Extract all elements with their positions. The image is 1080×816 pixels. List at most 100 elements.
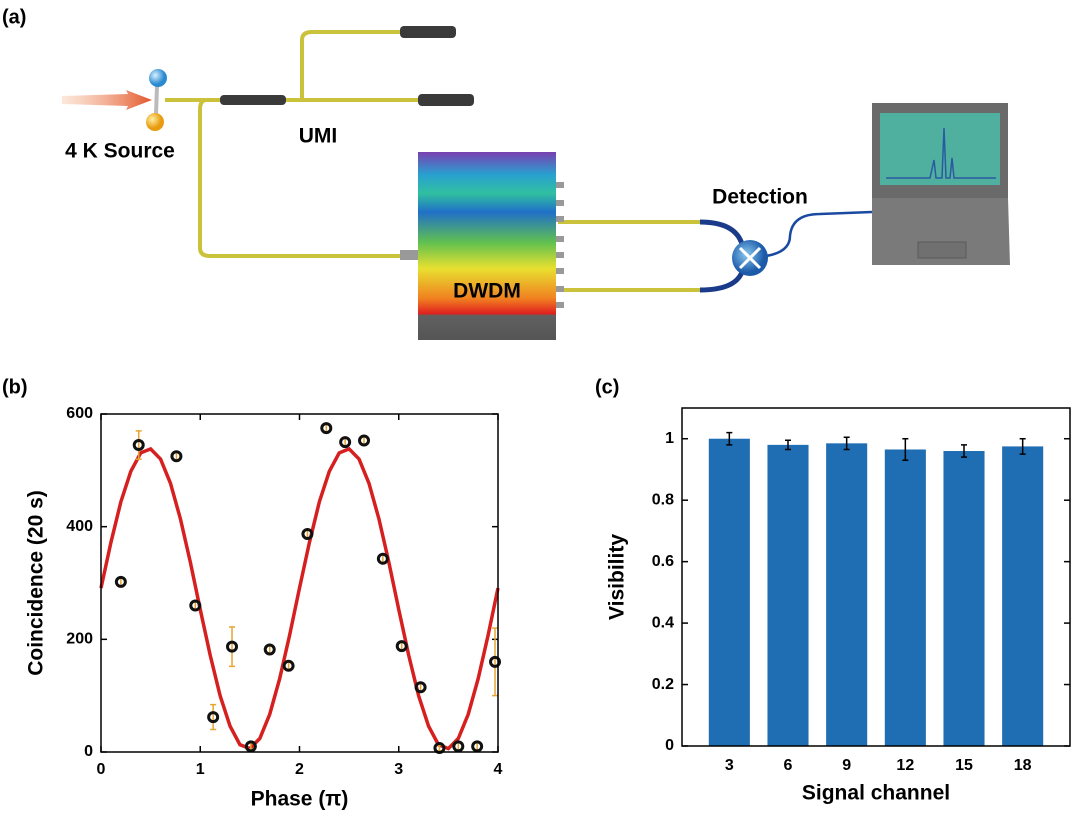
diagram-label: DWDM (453, 280, 521, 303)
port (556, 182, 564, 188)
data-point (358, 434, 371, 447)
y-axis-label: Visibility (606, 534, 629, 620)
x-tick-label: 2 (295, 761, 304, 778)
data-point (207, 711, 220, 724)
error-bar (210, 703, 217, 731)
error-bar (785, 439, 791, 451)
bar (1002, 446, 1044, 746)
x-axis-label: Signal channel (802, 782, 950, 805)
x-tick-label: 1 (196, 761, 205, 778)
error-bar (726, 431, 733, 446)
plot-frame (681, 407, 1071, 747)
x-tick-label: 0 (97, 761, 106, 778)
bar (884, 449, 926, 746)
port (556, 268, 564, 274)
y-tick-label: 0.6 (652, 553, 674, 570)
port (556, 252, 564, 258)
data-point (339, 436, 352, 449)
y-tick-label: 200 (66, 631, 93, 648)
diagram-label: 4 K Source (65, 140, 175, 163)
detector-cross (738, 246, 762, 270)
fibers (165, 30, 705, 292)
port (556, 286, 564, 292)
y-axis-label: Coincidence (20 s) (25, 490, 48, 676)
cable (765, 210, 873, 258)
data-point (244, 740, 257, 753)
fiber (300, 30, 402, 100)
bar (708, 438, 750, 746)
error-bar (492, 627, 499, 697)
y-tick-label: 0 (84, 743, 93, 760)
data-point (376, 552, 389, 565)
dwdm-ports (400, 182, 564, 308)
touchpad (917, 241, 967, 259)
error-bar (902, 437, 909, 461)
photon (149, 69, 167, 87)
x-axis-label: Phase (π) (251, 788, 349, 811)
data-point (282, 659, 295, 672)
data-point (170, 450, 183, 463)
x-tick-label: 9 (842, 757, 851, 774)
bar (767, 444, 809, 746)
x-tick-label: 15 (955, 757, 973, 774)
connector (418, 94, 474, 106)
laptop-display (880, 113, 1000, 185)
y-tick-label: 0 (665, 737, 674, 754)
y-tick-label: 0.2 (652, 676, 674, 693)
error-bar (135, 430, 142, 460)
y-tick-label: 1 (665, 430, 674, 447)
coupler (220, 95, 286, 105)
photon (146, 113, 164, 131)
x-tick-label: 18 (1014, 757, 1032, 774)
data-point (489, 655, 502, 668)
x-tick-label: 4 (494, 761, 503, 778)
pair-link (154, 85, 159, 115)
bar (943, 451, 985, 746)
port (556, 200, 564, 206)
bar (826, 443, 868, 746)
port (556, 236, 564, 242)
error-bar (843, 436, 850, 451)
diagram-label: UMI (299, 125, 338, 148)
y-tick-label: 600 (66, 405, 93, 422)
data-point (226, 640, 239, 653)
data-point (263, 643, 276, 656)
error-bar (961, 444, 967, 458)
setup-diagram: 4 K Source UMI DWDM Detection (62, 26, 1010, 340)
error-bar (1019, 437, 1026, 455)
panel-label: (b) (2, 376, 28, 398)
port (556, 216, 564, 222)
panel-label: (c) (595, 376, 619, 398)
data-point (132, 438, 145, 451)
data-point (471, 740, 484, 753)
data-point (414, 681, 427, 694)
data-point (395, 640, 408, 653)
y-tick-label: 0.8 (652, 491, 674, 508)
y-tick-label: 400 (66, 518, 93, 535)
laptop-base (872, 198, 1010, 265)
fiber (198, 98, 400, 258)
data-point (114, 575, 127, 588)
pump-beam (62, 90, 152, 110)
diagram-label: Detection (712, 186, 808, 209)
data-point (301, 527, 314, 540)
data-point (320, 422, 333, 435)
x-tick-label: 6 (784, 757, 793, 774)
x-tick-label: 3 (725, 757, 734, 774)
error-bar (229, 626, 236, 668)
plot-frame (100, 413, 499, 753)
data-point (189, 599, 202, 612)
x-tick-label: 12 (896, 757, 914, 774)
port (556, 302, 564, 308)
y-tick-label: 0.4 (652, 614, 674, 631)
data-point (452, 740, 465, 753)
detector-fiber (699, 219, 745, 293)
spectrum (886, 127, 996, 179)
dwdm-box (418, 152, 556, 340)
fit-curve (99, 446, 500, 751)
connector (400, 26, 456, 38)
panel-label: (a) (2, 6, 26, 28)
port (400, 250, 418, 260)
x-tick-label: 3 (394, 761, 403, 778)
